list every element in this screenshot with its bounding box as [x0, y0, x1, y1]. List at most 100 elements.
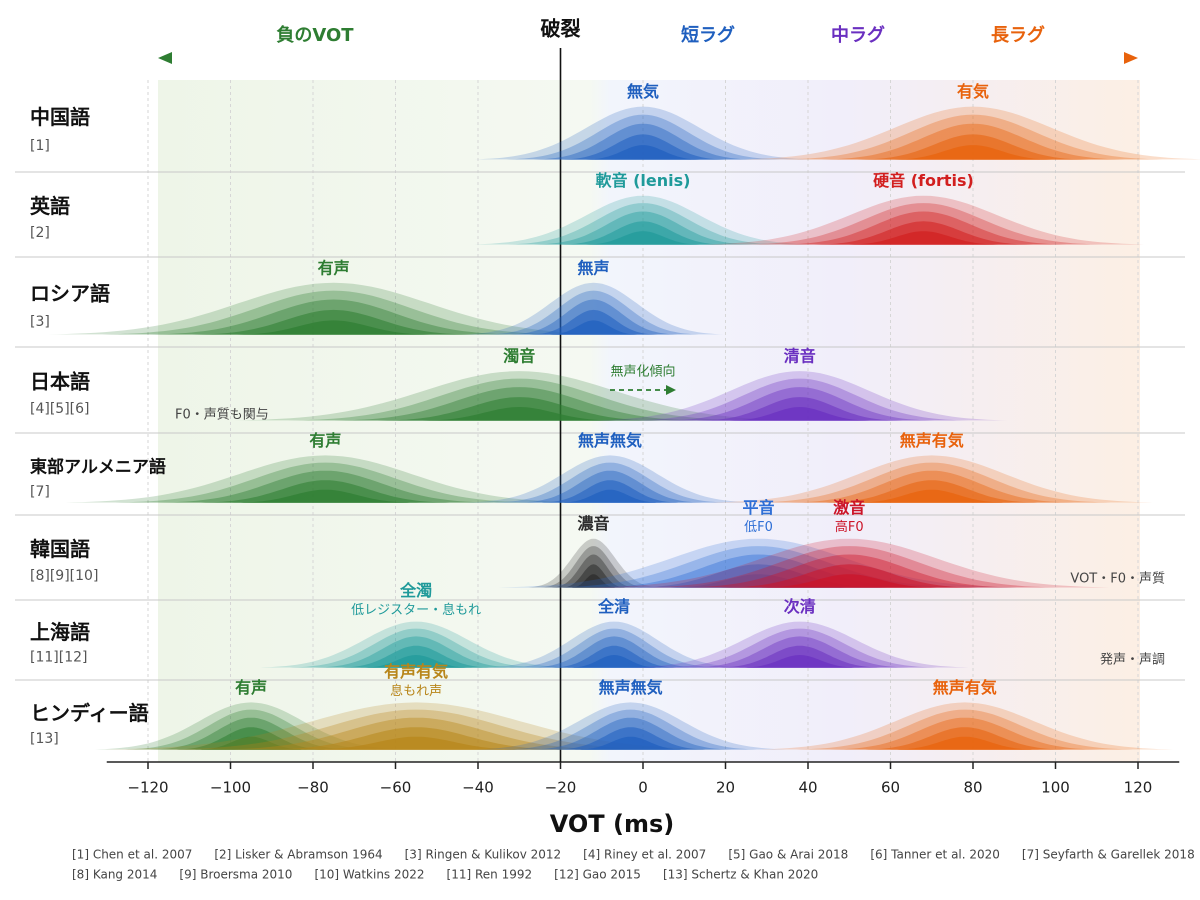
distribution-layer	[702, 195, 1145, 245]
row-note: 発声・声調	[1100, 653, 1165, 668]
distribution-label: 硬音 (fortis)	[873, 171, 974, 190]
distribution-label: 無声有気	[933, 678, 997, 697]
language-name: 上海語	[30, 620, 90, 644]
distribution	[630, 621, 969, 668]
distribution-layer	[467, 455, 753, 503]
x-tick-label: −100	[210, 779, 251, 797]
distribution-layer	[463, 282, 724, 335]
distribution-layer	[474, 106, 812, 160]
x-axis-title: VOT (ms)	[550, 810, 675, 838]
region-label: 長ラグ	[991, 24, 1045, 46]
distribution-layer	[47, 282, 620, 335]
distribution-layer	[104, 702, 729, 750]
distribution-layer	[260, 621, 572, 668]
distribution-layer	[194, 736, 308, 750]
distribution-layer	[95, 702, 408, 750]
distribution-label: 激音	[833, 498, 865, 517]
distribution	[484, 621, 745, 668]
x-tick-label: 40	[798, 779, 817, 797]
distribution	[591, 371, 1008, 421]
distribution-layer	[630, 621, 969, 668]
x-tick-label: 0	[638, 779, 648, 797]
distribution	[474, 106, 812, 160]
burst-label: 破裂	[541, 17, 581, 41]
language-name: ロシア語	[30, 281, 110, 305]
distribution-layer	[574, 736, 688, 750]
reference: [9] Broersma 2010	[179, 868, 292, 882]
distribution-layer	[567, 655, 662, 668]
distribution-layer	[843, 231, 1004, 245]
x-tick-label: −20	[545, 779, 577, 797]
distribution-label: 無声	[577, 258, 609, 277]
arrow-head-right	[1124, 52, 1138, 64]
distribution-layer	[474, 195, 812, 245]
distribution-layer	[231, 489, 420, 503]
language-name: 中国語	[30, 105, 90, 129]
distribution	[233, 371, 806, 421]
distribution-label: 全清	[597, 597, 630, 616]
distribution-label: 無声無気	[578, 431, 642, 450]
reference: [6] Tanner et al. 2020	[870, 848, 1000, 862]
distribution-label: 有声	[309, 431, 341, 450]
distribution	[95, 702, 408, 750]
language-refs: [13]	[30, 731, 59, 747]
region-label: 短ラグ	[681, 24, 735, 46]
reference: [4] Riney et al. 2007	[583, 848, 706, 862]
language-name: 韓国語	[30, 537, 90, 561]
region-label: 中ラグ	[831, 24, 885, 46]
distribution-label: 濁音	[503, 347, 535, 366]
arrow-note-head	[666, 385, 676, 395]
distribution-layer	[739, 106, 1200, 160]
distribution-label: 無気	[627, 82, 659, 101]
distribution-layer	[230, 320, 438, 335]
distribution-layer	[755, 574, 944, 588]
distribution-label: 有声	[318, 258, 350, 277]
distribution-label: 軟音 (lenis)	[596, 171, 691, 190]
distribution-layer	[756, 702, 1173, 750]
distribution-label: 平音	[742, 498, 774, 517]
reference: [1] Chen et al. 2007	[72, 848, 192, 862]
row-note: F0・声質も関与	[175, 408, 269, 423]
distribution-label: 全濁	[399, 581, 432, 600]
x-tick-label: 20	[716, 779, 735, 797]
reference: [8] Kang 2014	[72, 868, 157, 882]
distribution	[463, 282, 724, 335]
reference: [10] Watkins 2022	[314, 868, 424, 882]
distribution	[467, 455, 753, 503]
distribution-label: 清音	[784, 347, 816, 366]
distribution-label: 無声有気	[900, 431, 964, 450]
distribution-layer	[589, 538, 1110, 588]
language-refs: [3]	[30, 314, 50, 330]
distribution-layer	[528, 538, 659, 588]
distribution	[474, 195, 812, 245]
distribution	[65, 455, 586, 503]
distribution-sublabel: 息もれ声	[390, 683, 442, 699]
distribution-label: 有気	[957, 82, 989, 101]
language-refs: [7]	[30, 484, 50, 500]
language-name: 英語	[30, 194, 70, 218]
reference: [12] Gao 2015	[554, 868, 641, 882]
x-tick-label: 100	[1041, 779, 1070, 797]
distribution-layer	[415, 407, 623, 421]
distribution-layer	[546, 320, 641, 335]
distribution-sublabel: 低F0	[744, 520, 773, 535]
distribution-layer	[581, 231, 705, 245]
distribution-layer	[724, 407, 875, 421]
x-tick-label: 120	[1124, 779, 1153, 797]
row-note: VOT・F0・声質	[1070, 571, 1165, 586]
distribution-layer	[484, 621, 745, 668]
language-refs: [1]	[30, 138, 50, 154]
distribution	[702, 195, 1145, 245]
distribution	[474, 702, 787, 750]
distribution-layer	[851, 489, 1012, 503]
plot-background	[158, 80, 1140, 762]
distribution-layer	[738, 655, 861, 668]
region-label: 負のVOT	[276, 24, 354, 46]
distribution-layer	[558, 489, 662, 503]
reference: [3] Ringen & Kulikov 2012	[405, 848, 562, 862]
reference: [11] Ren 1992	[447, 868, 533, 882]
distribution-label: 次清	[784, 597, 816, 616]
x-tick-label: 60	[881, 779, 900, 797]
distribution	[47, 282, 620, 335]
distribution-sublabel: 低レジスター・息もれ	[351, 602, 481, 618]
